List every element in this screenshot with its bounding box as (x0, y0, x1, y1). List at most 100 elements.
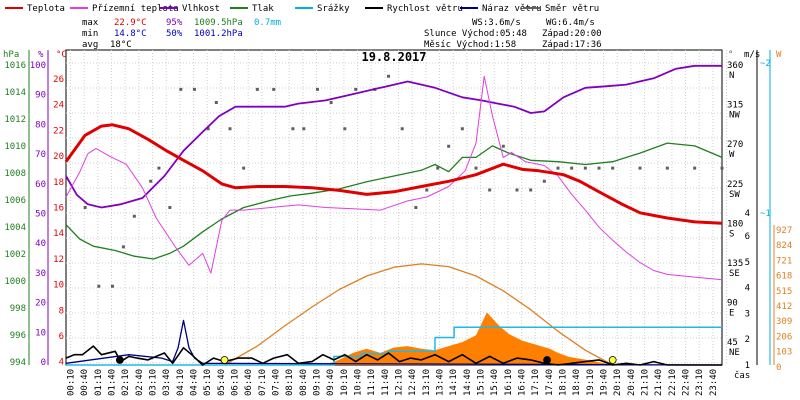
time-tick: 18:40 (572, 369, 582, 396)
axis-time-label: čas (734, 370, 750, 381)
time-tick: 22:10 (668, 369, 678, 396)
time-tick: 18:10 (559, 369, 569, 396)
solar-theoretical-line (224, 263, 614, 366)
axis-w-tick: 206 (776, 332, 792, 342)
time-tick: 12:40 (408, 369, 418, 396)
axis-c-tick: 8 (59, 306, 64, 316)
axis-deg-tick: 225 (727, 180, 743, 190)
wind-direction-point (228, 127, 232, 131)
axis-hpa-tick: 1014 (4, 88, 26, 98)
axis-hpa-tick: 1010 (4, 142, 26, 152)
wind-direction-point (132, 214, 136, 218)
axis-pct-tick: 90 (35, 91, 46, 101)
time-tick: 10:10 (340, 369, 350, 396)
axes: hPa% °C1016101410121010100810061004100210… (3, 50, 792, 396)
stat-ws: WS:3.6m/s (472, 18, 521, 28)
wind-direction-point (597, 166, 601, 170)
sunrise-marker (220, 356, 229, 364)
axis-deg-tick: 45 (727, 338, 738, 348)
stat-sun: Slunce Východ:05:48 (424, 29, 527, 39)
legend-label: Rychlost větru (387, 4, 463, 14)
legend-label: Srážky (317, 4, 350, 14)
time-tick: 14:10 (449, 369, 459, 396)
axis-c-tick: 18 (53, 178, 64, 188)
axis-c-tick: 14 (53, 229, 64, 239)
time-tick: 06:10 (231, 369, 241, 396)
wind-direction-point (255, 87, 259, 91)
wind-direction-point (110, 284, 114, 288)
axis-pct-tick: 50 (35, 210, 46, 220)
time-tick: 16:40 (518, 369, 528, 396)
time-tick: 04:10 (176, 369, 186, 396)
wind-direction-point (447, 144, 451, 148)
wind-direction-point (501, 144, 505, 148)
humidity-line (65, 64, 722, 209)
wind-direction-point (343, 127, 347, 131)
wind-direction-point (157, 166, 161, 170)
plot-area (65, 49, 723, 366)
axis-c-tick: 16 (53, 204, 64, 214)
wind-direction-point (474, 166, 478, 170)
axis-hpa-tick: 1016 (4, 61, 26, 71)
axis-ms-top: ~2 (760, 59, 771, 69)
time-tick: 04:40 (190, 369, 200, 396)
wind-direction-point (611, 166, 615, 170)
axis-w-tick: 515 (776, 287, 792, 297)
wind-direction-point (354, 87, 358, 91)
axis-ms-tick: 4 (745, 284, 750, 294)
axis-c-tick: 10 (53, 281, 64, 291)
legend-label: Směr větru (545, 4, 599, 14)
sunset-marker (608, 356, 617, 364)
axis-deg-tick: 90 (727, 299, 738, 309)
stat-max-label: max (82, 18, 99, 28)
axis-pct-tick: 70 (35, 150, 46, 160)
wind-direction-point (97, 284, 101, 288)
axis-pct-tick: 80 (35, 120, 46, 130)
time-tick: 17:10 (531, 369, 541, 396)
stat-sun-set: Západ:20:00 (542, 29, 602, 39)
time-tick: 10:40 (354, 369, 364, 396)
wind-direction-point (665, 166, 669, 170)
stat-min-temp: 14.8°C (114, 29, 147, 39)
axis-deg-dir: SE (729, 269, 740, 279)
time-tick: 23:10 (695, 369, 705, 396)
axis-deg-dir: W (729, 150, 735, 160)
time-tick: 08:40 (299, 369, 309, 396)
stat-moon: Měsíc Východ:1:58 (424, 40, 516, 50)
axis-deg-dir: N (729, 71, 734, 81)
axis-ms-tick: 6 (745, 232, 750, 242)
time-tick: 03:10 (149, 369, 159, 396)
legend-label: Přízemní teplota (92, 4, 179, 14)
wind-direction-point (400, 127, 404, 131)
time-tick: 21:40 (654, 369, 664, 396)
time-tick: 09:40 (326, 369, 336, 396)
time-tick: 05:40 (217, 369, 227, 396)
wind-direction-point (515, 188, 519, 192)
axis-deg-tick: 360 (727, 61, 743, 71)
axis-deg-dir: S (729, 229, 734, 239)
axis-w-tick: 721 (776, 256, 792, 266)
axis-hpa-tick: 1002 (4, 250, 26, 260)
wind-direction-point (488, 188, 492, 192)
legend-label: Teplota (27, 4, 65, 14)
legend-label: Náraz větru (482, 4, 542, 14)
stat-avg-label: avg (82, 40, 98, 50)
axis-w-tick: 618 (776, 272, 792, 282)
time-tick: 00:10 (67, 369, 77, 396)
time-tick: 03:40 (162, 369, 172, 396)
time-tick: 08:10 (285, 369, 295, 396)
axis-deg-dir: SW (729, 190, 740, 200)
plot-series (64, 64, 724, 366)
axis-hpa-tick: 996 (10, 331, 26, 341)
axis-w-tick: 927 (776, 226, 792, 236)
axis-c-tick: 24 (53, 101, 64, 111)
moonset-marker (543, 356, 551, 364)
axis-hpa-label: hPa (3, 50, 19, 60)
axis-ms-tick: 5 (745, 258, 750, 268)
axis-deg-dir: NW (729, 111, 740, 121)
time-tick: 19:10 (586, 369, 596, 396)
axis-pct-tick: 30 (35, 269, 46, 279)
wind-speed-line (65, 345, 722, 366)
wind-direction-point (556, 166, 560, 170)
